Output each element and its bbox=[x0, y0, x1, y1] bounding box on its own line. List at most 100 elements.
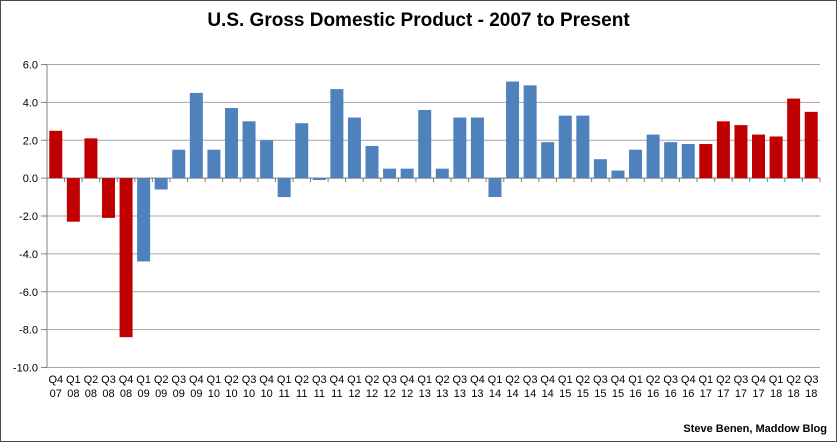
bar-q3-18 bbox=[804, 111, 818, 179]
bar-q3-11 bbox=[312, 178, 326, 181]
bar-q4-12 bbox=[400, 168, 414, 179]
x-tick-quarter-label: Q1 bbox=[769, 374, 784, 386]
x-tick-year-label: 14 bbox=[506, 388, 518, 400]
x-tick-quarter-label: Q2 bbox=[716, 374, 731, 386]
x-tick-year-label: 16 bbox=[629, 388, 641, 400]
x-tick-year-label: 14 bbox=[524, 388, 536, 400]
x-tick-year-label: 16 bbox=[665, 388, 677, 400]
bar-q2-14 bbox=[506, 81, 520, 179]
x-tick-year-label: 16 bbox=[682, 388, 694, 400]
x-tick-quarter-label: Q1 bbox=[347, 374, 362, 386]
bar-q3-08 bbox=[101, 178, 115, 218]
x-tick-quarter-label: Q2 bbox=[294, 374, 309, 386]
y-tick-label: -6.0 bbox=[19, 287, 38, 299]
x-tick-year-label: 13 bbox=[436, 388, 448, 400]
x-tick-year-label: 16 bbox=[647, 388, 659, 400]
x-tick-quarter-label: Q3 bbox=[663, 374, 678, 386]
x-tick-quarter-label: Q1 bbox=[698, 374, 713, 386]
x-tick-quarter-label: Q4 bbox=[470, 374, 485, 386]
x-tick-quarter-label: Q3 bbox=[382, 374, 397, 386]
x-tick-quarter-label: Q3 bbox=[523, 374, 538, 386]
y-tick-label: -10.0 bbox=[13, 363, 38, 375]
x-tick-quarter-label: Q2 bbox=[365, 374, 380, 386]
bar-q4-17 bbox=[752, 134, 766, 179]
bar-q1-12 bbox=[347, 117, 361, 179]
x-tick-year-label: 09 bbox=[173, 388, 185, 400]
x-tick-year-label: 17 bbox=[700, 388, 712, 400]
y-tick-label: -2.0 bbox=[19, 211, 38, 223]
bar-q4-13 bbox=[470, 117, 484, 179]
bar-q3-12 bbox=[383, 168, 397, 179]
x-tick-quarter-label: Q4 bbox=[119, 374, 134, 386]
bar-q2-10 bbox=[224, 108, 238, 179]
bar-q4-10 bbox=[260, 140, 274, 179]
x-tick-quarter-label: Q2 bbox=[505, 374, 520, 386]
x-tick-quarter-label: Q2 bbox=[224, 374, 239, 386]
x-tick-year-label: 18 bbox=[770, 388, 782, 400]
x-tick-year-label: 12 bbox=[366, 388, 378, 400]
x-tick-year-label: 13 bbox=[471, 388, 483, 400]
x-tick-year-label: 10 bbox=[243, 388, 255, 400]
bar-q1-11 bbox=[277, 178, 291, 198]
x-tick-year-label: 09 bbox=[155, 388, 167, 400]
x-tick-year-label: 18 bbox=[805, 388, 817, 400]
bar-q1-17 bbox=[699, 144, 713, 179]
x-tick-quarter-label: Q2 bbox=[154, 374, 169, 386]
x-tick-quarter-label: Q2 bbox=[786, 374, 801, 386]
bar-q3-16 bbox=[664, 142, 678, 179]
bar-q2-13 bbox=[435, 168, 449, 179]
bar-q1-18 bbox=[769, 136, 783, 179]
x-tick-quarter-label: Q3 bbox=[101, 374, 116, 386]
x-tick-year-label: 17 bbox=[735, 388, 747, 400]
bar-q1-08 bbox=[66, 178, 80, 222]
bar-q2-12 bbox=[365, 145, 379, 179]
bar-q3-10 bbox=[242, 121, 256, 179]
y-tick-label: -8.0 bbox=[19, 325, 38, 337]
bar-q4-08 bbox=[119, 178, 133, 338]
x-tick-quarter-label: Q3 bbox=[171, 374, 186, 386]
bar-q2-15 bbox=[576, 115, 590, 179]
x-tick-year-label: 15 bbox=[577, 388, 589, 400]
x-tick-year-label: 15 bbox=[559, 388, 571, 400]
x-tick-year-label: 07 bbox=[50, 388, 62, 400]
bar-q1-15 bbox=[558, 115, 572, 179]
x-tick-year-label: 11 bbox=[296, 388, 307, 400]
y-tick-label: 2.0 bbox=[23, 135, 38, 147]
x-tick-quarter-label: Q3 bbox=[593, 374, 608, 386]
bar-q2-08 bbox=[84, 138, 98, 179]
x-tick-year-label: 08 bbox=[102, 388, 114, 400]
x-tick-year-label: 10 bbox=[260, 388, 272, 400]
bar-q3-13 bbox=[453, 117, 467, 179]
x-tick-year-label: 09 bbox=[138, 388, 150, 400]
bar-q2-16 bbox=[646, 134, 660, 179]
bar-q3-14 bbox=[523, 85, 537, 179]
x-tick-year-label: 15 bbox=[594, 388, 606, 400]
x-tick-quarter-label: Q3 bbox=[242, 374, 257, 386]
x-tick-year-label: 08 bbox=[67, 388, 79, 400]
x-tick-year-label: 17 bbox=[717, 388, 729, 400]
y-tick-label: 4.0 bbox=[23, 97, 38, 109]
x-tick-year-label: 14 bbox=[542, 388, 554, 400]
bar-q3-09 bbox=[172, 149, 186, 179]
x-tick-year-label: 08 bbox=[85, 388, 97, 400]
x-tick-quarter-label: Q1 bbox=[488, 374, 503, 386]
x-tick-quarter-label: Q2 bbox=[646, 374, 661, 386]
x-tick-year-label: 18 bbox=[788, 388, 800, 400]
x-tick-quarter-label: Q2 bbox=[575, 374, 590, 386]
bar-q4-15 bbox=[611, 170, 625, 179]
y-tick-label: 6.0 bbox=[23, 60, 38, 72]
bar-q1-13 bbox=[418, 109, 432, 179]
x-tick-year-label: 10 bbox=[208, 388, 220, 400]
x-tick-year-label: 11 bbox=[278, 388, 289, 400]
x-tick-quarter-label: Q4 bbox=[751, 374, 766, 386]
x-tick-quarter-label: Q3 bbox=[312, 374, 327, 386]
x-tick-year-label: 12 bbox=[348, 388, 360, 400]
x-tick-year-label: 13 bbox=[454, 388, 466, 400]
bar-q2-09 bbox=[154, 178, 168, 190]
bar-q4-07 bbox=[49, 130, 63, 179]
bar-q1-16 bbox=[629, 149, 643, 179]
x-tick-year-label: 08 bbox=[120, 388, 132, 400]
bar-q2-18 bbox=[787, 98, 801, 179]
